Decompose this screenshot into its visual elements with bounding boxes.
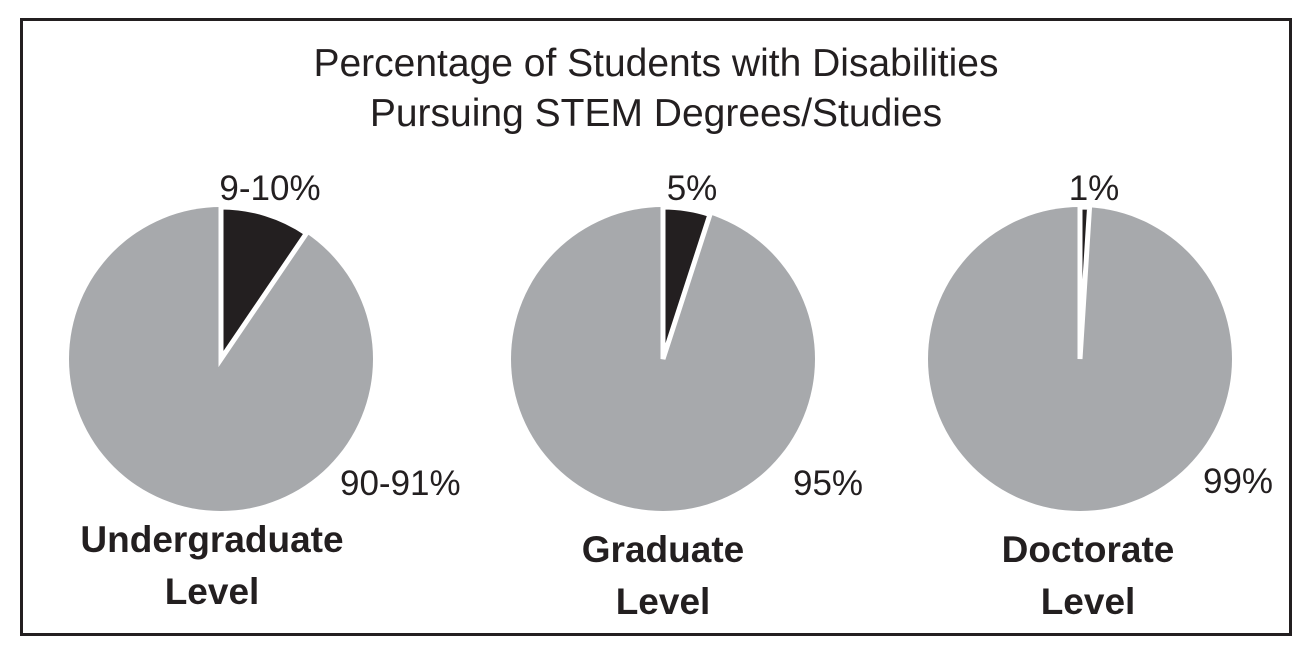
slice-label-highlight: 5% [667, 169, 718, 208]
category-label: Graduate Level [582, 529, 744, 622]
slice-label-remainder: 95% [793, 464, 863, 503]
category-label: Doctorate Level [1002, 529, 1175, 622]
pie-chart-2: 5% 95% Graduate Level [511, 169, 863, 622]
pie-chart-3: 1% 99% Doctorate Level [928, 169, 1273, 622]
chart-title: Percentage of Students with Disabilities… [313, 42, 999, 135]
slice-label-highlight: 9-10% [219, 169, 320, 208]
pie-chart-1: 9-10% 90-91% Undergraduate Level [69, 169, 461, 612]
slice-label-remainder: 90-91% [340, 464, 461, 503]
pie-slice-highlight [1077, 204, 1093, 360]
slice-label-remainder: 99% [1203, 462, 1273, 501]
category-label: Undergraduate Level [80, 519, 343, 612]
pie-slice-highlight [660, 204, 714, 360]
slice-label-highlight: 1% [1069, 169, 1120, 208]
pie-slice-highlight [218, 204, 310, 368]
